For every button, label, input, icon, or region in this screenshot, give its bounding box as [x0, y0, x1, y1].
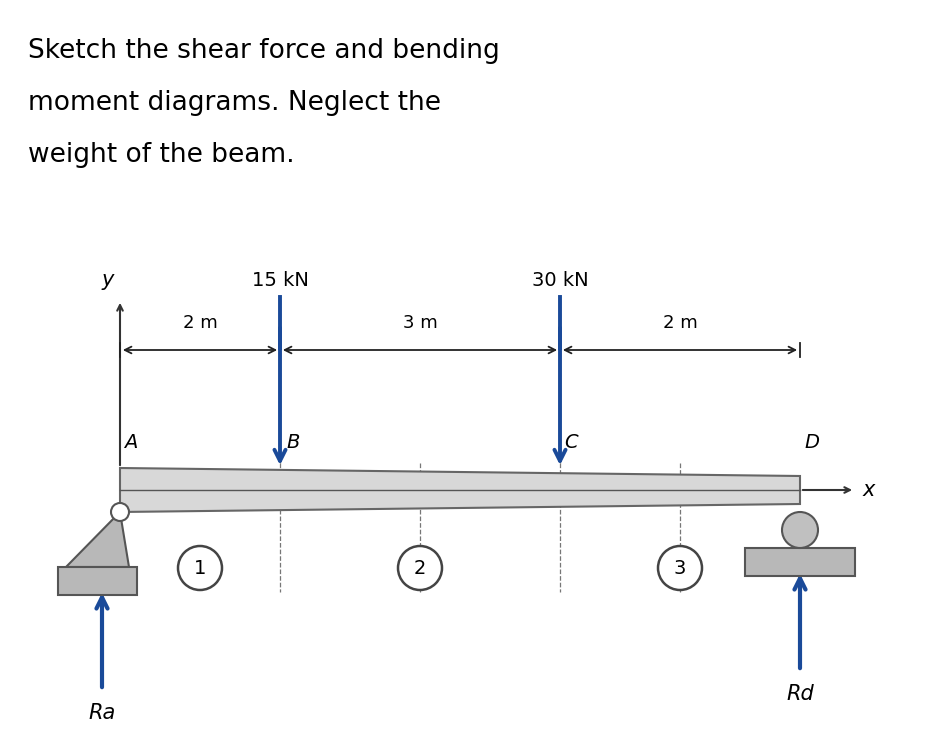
Text: y: y [102, 270, 114, 290]
Text: 3: 3 [674, 559, 686, 577]
Text: 30 kN: 30 kN [532, 271, 589, 290]
Text: weight of the beam.: weight of the beam. [28, 142, 295, 168]
Text: Ra: Ra [88, 703, 116, 723]
Polygon shape [120, 468, 800, 512]
Text: 1: 1 [194, 559, 206, 577]
Text: moment diagrams. Neglect the: moment diagrams. Neglect the [28, 90, 441, 116]
Text: 2: 2 [414, 559, 426, 577]
Text: B: B [286, 433, 300, 452]
Bar [745, 548, 855, 576]
Text: Rd: Rd [786, 684, 814, 704]
Polygon shape [66, 512, 129, 567]
Bar [58, 567, 137, 595]
Text: A: A [124, 433, 138, 452]
Text: Sketch the shear force and bending: Sketch the shear force and bending [28, 38, 500, 64]
Text: 3 m: 3 m [402, 314, 437, 332]
Text: 2 m: 2 m [183, 314, 217, 332]
Circle shape [178, 546, 222, 590]
Text: 2 m: 2 m [663, 314, 697, 332]
Circle shape [111, 503, 129, 521]
Text: C: C [564, 433, 578, 452]
Circle shape [398, 546, 442, 590]
Text: D: D [804, 433, 819, 452]
Text: x: x [863, 480, 875, 500]
Circle shape [782, 512, 818, 548]
Text: 15 kN: 15 kN [252, 271, 309, 290]
Circle shape [658, 546, 702, 590]
